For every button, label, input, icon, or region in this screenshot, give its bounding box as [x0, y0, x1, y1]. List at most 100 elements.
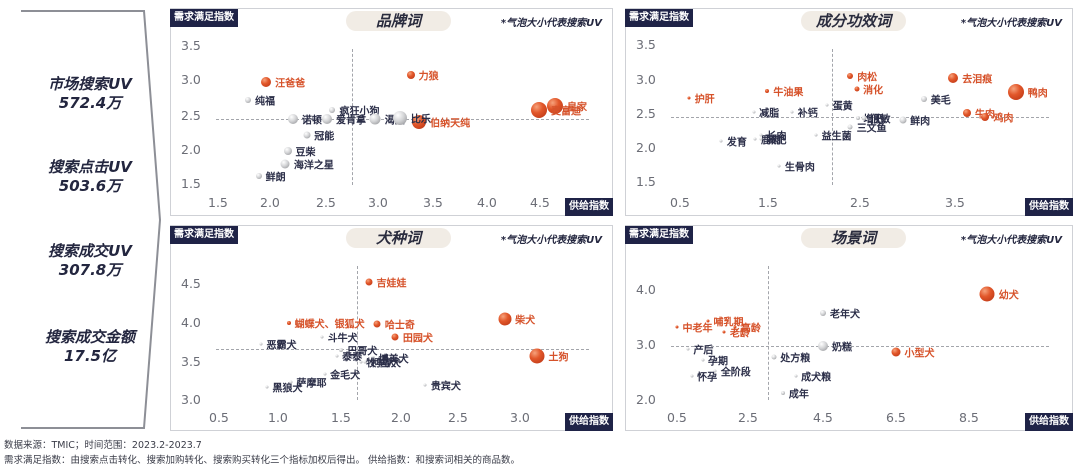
bubble-point[interactable] — [423, 383, 427, 387]
y-tick-label: 2.0 — [181, 142, 201, 157]
bubble-point[interactable] — [283, 146, 292, 155]
bubble-point[interactable] — [979, 286, 995, 302]
bubble-point[interactable] — [753, 137, 757, 141]
bubble-point[interactable] — [373, 320, 381, 328]
chart-ingredient-words: 需求满足指数 成分功效词 *气泡大小代表搜索UV 供给指数 0.5 1.5 2.5 3.5 3.… — [625, 8, 1073, 216]
y-tick-label: 3.0 — [181, 392, 201, 407]
bubble-point[interactable] — [359, 360, 363, 364]
bubble-point[interactable] — [687, 96, 691, 100]
bubble-label: 老年犬 — [830, 309, 860, 321]
bubble-point[interactable] — [261, 76, 272, 87]
bubble-point[interactable] — [814, 133, 818, 137]
bubble-point[interactable] — [287, 114, 298, 125]
bubble-point[interactable] — [861, 115, 867, 121]
bubble-point[interactable] — [322, 114, 333, 125]
bubble-point[interactable] — [820, 310, 826, 316]
bubble-label: 小型犬 — [904, 348, 935, 359]
bubble-point[interactable] — [320, 335, 324, 339]
bubble-label: 贵宾犬 — [430, 381, 461, 393]
bubble-point[interactable] — [981, 113, 990, 122]
bubble-point[interactable] — [899, 116, 907, 124]
bubble-point[interactable] — [339, 347, 344, 352]
bubble-point[interactable] — [365, 278, 373, 286]
bubble-point[interactable] — [794, 374, 798, 378]
bubble-point[interactable] — [286, 321, 291, 325]
bubble-point[interactable] — [759, 137, 763, 141]
bubble-point[interactable] — [529, 348, 545, 364]
y-tick-label: 3.5 — [636, 37, 656, 52]
bubble-label: 鲜朗 — [265, 172, 286, 184]
bubble-label: 萨摩耶 — [296, 378, 327, 390]
bubble-point[interactable] — [329, 107, 336, 114]
bubble-point[interactable] — [765, 89, 770, 94]
bubble-point[interactable] — [847, 124, 853, 130]
bubble-label: 怀孕 — [697, 372, 718, 384]
bubble-point[interactable] — [855, 116, 860, 121]
x-tick-label: 4.0 — [477, 195, 497, 210]
bubble-point[interactable] — [323, 372, 327, 376]
bubble-point[interactable] — [363, 360, 367, 364]
bubble-point[interactable] — [920, 96, 927, 103]
bubble-point[interactable] — [265, 385, 269, 389]
bubble-point[interactable] — [547, 97, 564, 114]
bubble-point[interactable] — [1007, 83, 1024, 100]
bubble-point[interactable] — [706, 319, 710, 323]
bubble-point[interactable] — [752, 110, 756, 114]
bubble-point[interactable] — [777, 164, 781, 168]
bubble-label: 比乐 — [410, 114, 431, 126]
bubble-point[interactable] — [675, 325, 679, 329]
bubble-point[interactable] — [303, 131, 311, 139]
bubble-label: 发育 — [726, 137, 747, 149]
bubble-point[interactable] — [686, 347, 690, 351]
x-tick-label: 2.5 — [448, 410, 468, 425]
bubble-point[interactable] — [713, 369, 717, 373]
bubble-point[interactable] — [891, 347, 901, 356]
bubble-point[interactable] — [948, 73, 959, 84]
metric-label: 搜索成交金额 — [44, 328, 135, 346]
bubble-point[interactable] — [289, 380, 293, 384]
bubble-point[interactable] — [847, 72, 854, 79]
bubble-point[interactable] — [370, 356, 375, 361]
funnel-metrics-panel: 市场搜索UV 572.4万 搜索点击UV 503.6万 搜索成交UV 307.8… — [20, 10, 162, 430]
metric-value: 17.5亿 — [63, 347, 116, 365]
bubble-point[interactable] — [719, 139, 723, 143]
bubble-point[interactable] — [690, 374, 694, 378]
bubble-point[interactable] — [825, 103, 829, 107]
bubble-point[interactable] — [498, 312, 512, 326]
bubble-point[interactable] — [244, 97, 251, 104]
bubble-point[interactable] — [854, 86, 860, 92]
metric-search-click-uv: 搜索点击UV 503.6万 — [20, 158, 160, 196]
bubble-point[interactable] — [963, 108, 972, 117]
bubble-point[interactable] — [818, 341, 828, 351]
bubble-label: 孕期 — [708, 356, 729, 368]
metric-label: 搜索成交UV — [48, 242, 132, 260]
bubble-point[interactable] — [412, 114, 427, 129]
bubble-point[interactable] — [259, 342, 263, 346]
bubble-label: 斗牛犬 — [327, 333, 358, 345]
bubble-label: 吉娃娃 — [376, 278, 407, 290]
bubble-point[interactable] — [406, 70, 415, 79]
bubble-label: 爱肯拿 — [336, 115, 367, 127]
bubble-point[interactable] — [722, 330, 726, 334]
bubble-point[interactable] — [392, 111, 407, 126]
bubble-point[interactable] — [280, 159, 290, 169]
bubble-point[interactable] — [255, 173, 262, 180]
bubble-point[interactable] — [335, 354, 339, 358]
chart-title: 场景词 — [801, 228, 906, 248]
bubble-size-note: *气泡大小代表搜索UV — [500, 235, 602, 246]
y-tick-label: 3.5 — [181, 38, 201, 53]
bubble-label: 补钙 — [797, 108, 818, 120]
bubble-point[interactable] — [531, 102, 547, 119]
x-tick-label: 1.5 — [758, 195, 778, 210]
bubble-point[interactable] — [771, 354, 777, 360]
bubble-point[interactable] — [391, 333, 399, 341]
bubble-point[interactable] — [780, 390, 785, 395]
x-axis-label: 供给指数 — [565, 413, 613, 431]
bubble-label: 鸭肉 — [1027, 88, 1048, 100]
bubble-point[interactable] — [369, 113, 381, 125]
y-tick-label: 3.0 — [636, 72, 656, 87]
bubble-point[interactable] — [790, 110, 794, 114]
bubble-point[interactable] — [733, 325, 737, 329]
bubble-point[interactable] — [759, 133, 763, 137]
bubble-point[interactable] — [701, 358, 705, 362]
